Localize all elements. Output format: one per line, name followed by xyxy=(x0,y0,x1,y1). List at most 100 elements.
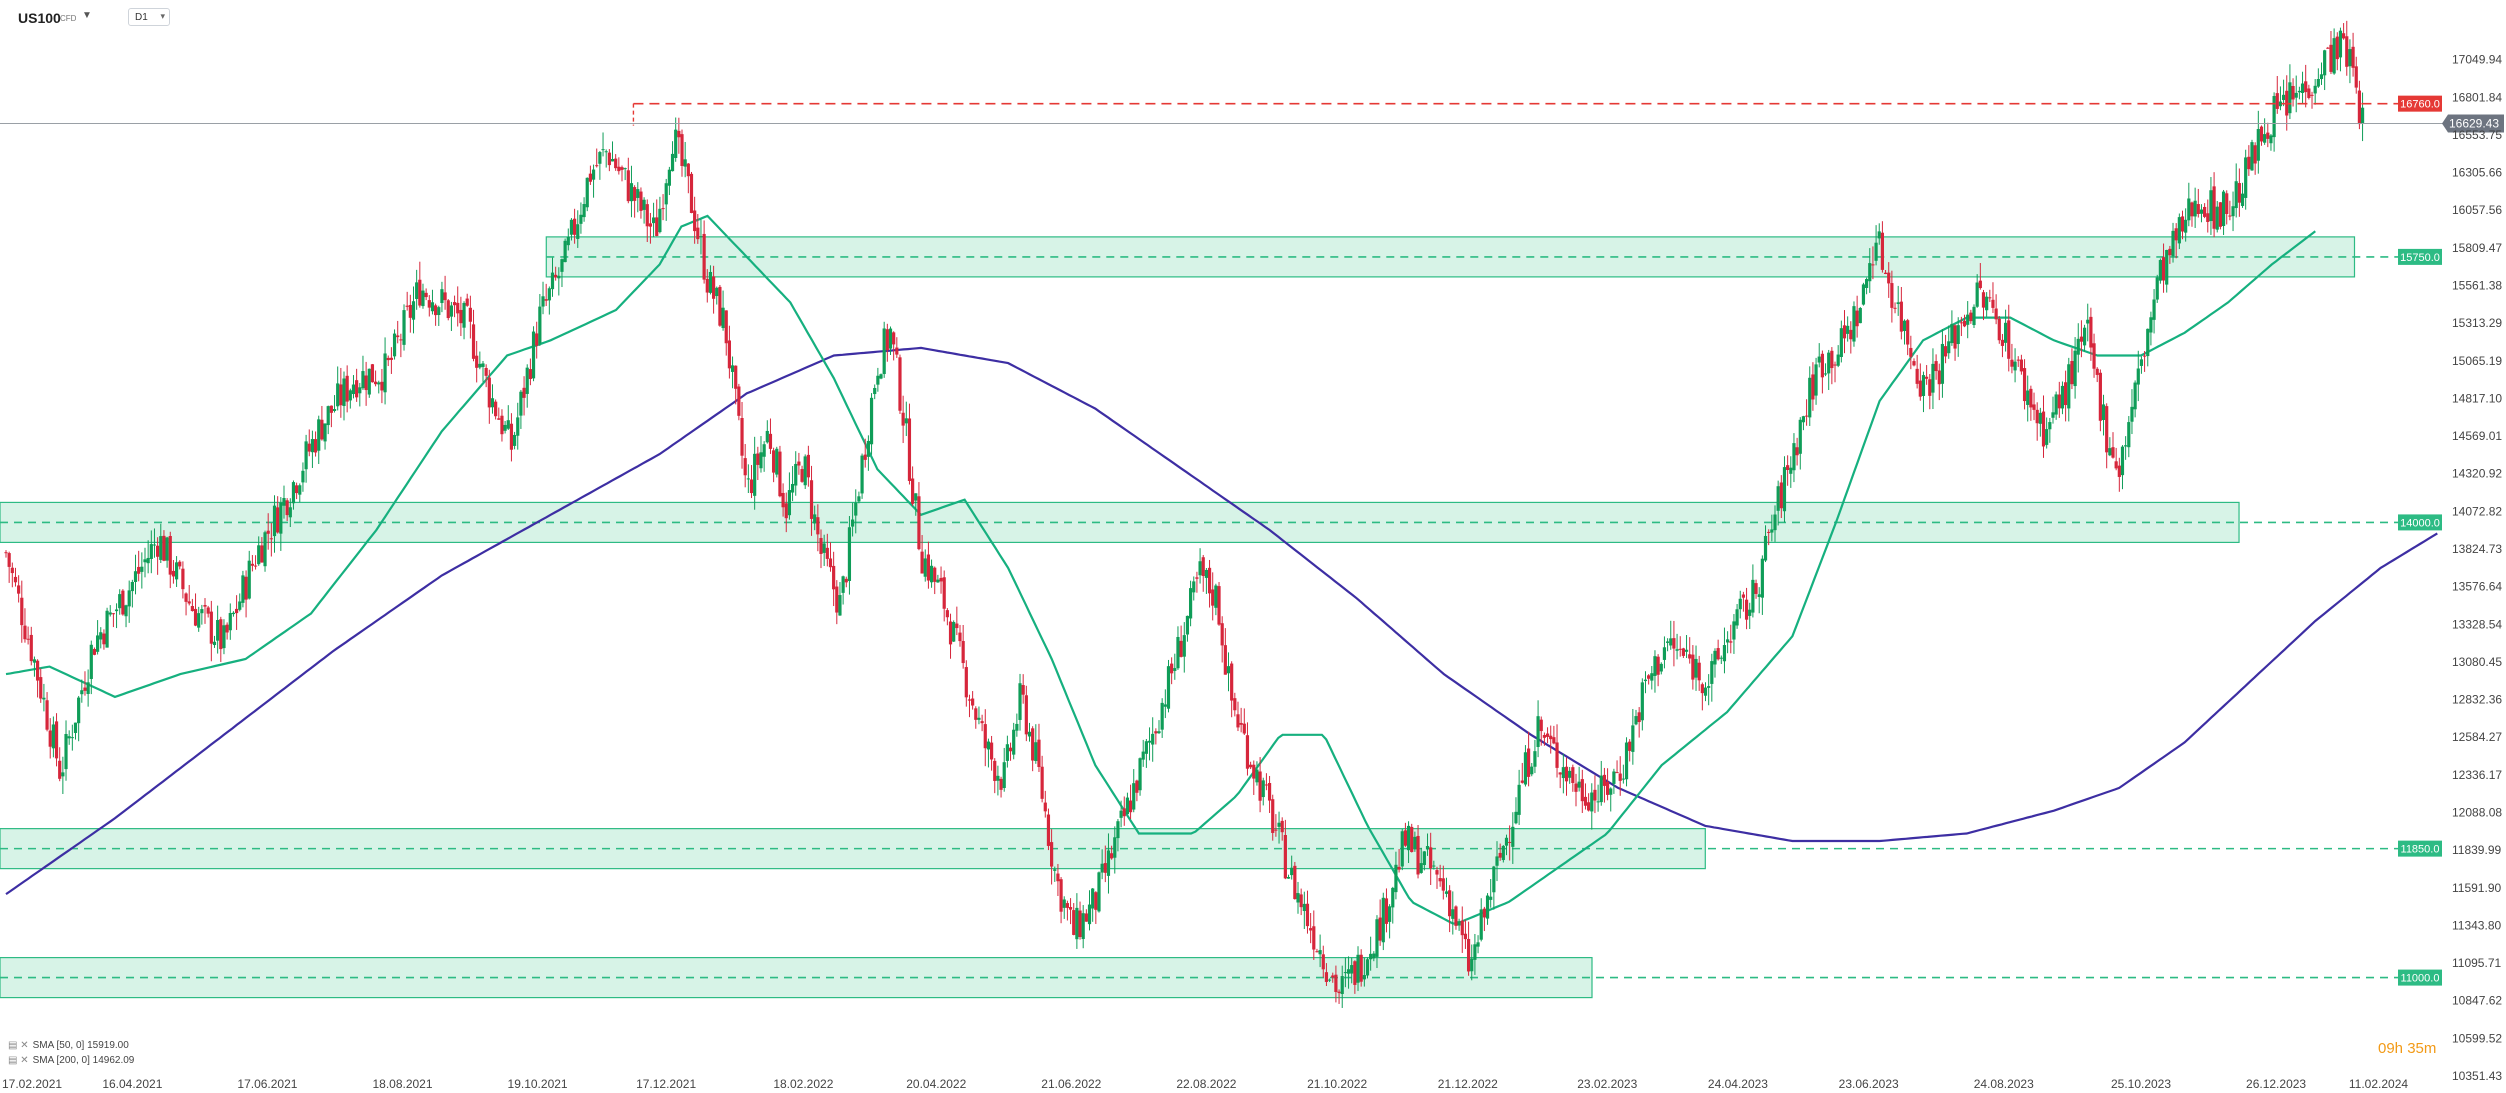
candle-body xyxy=(2357,90,2362,125)
candle-body xyxy=(29,634,33,662)
y-tick-label: 13080.45 xyxy=(2452,655,2502,669)
candle-body xyxy=(2345,36,2349,67)
candle-body xyxy=(519,391,523,416)
candle-body xyxy=(200,609,204,614)
symbol-dropdown-icon[interactable]: ▼ xyxy=(82,10,92,21)
candle-body xyxy=(1062,899,1066,908)
candle-body xyxy=(550,272,555,290)
candle-body xyxy=(2206,213,2210,222)
candle-body xyxy=(2146,328,2150,357)
y-tick-label: 10351.43 xyxy=(2452,1069,2502,1083)
candle-body xyxy=(2101,404,2106,421)
x-tick-label: 19.10.2021 xyxy=(508,1077,568,1091)
candle-body xyxy=(1697,662,1701,681)
candle-body xyxy=(1533,751,1537,767)
candle-body xyxy=(869,397,874,445)
candle-body xyxy=(26,638,30,640)
candle-body xyxy=(2263,134,2267,143)
candle-body xyxy=(2124,445,2128,447)
candle-body xyxy=(449,305,454,317)
candle-body xyxy=(1906,320,1910,345)
resistance-label-bg xyxy=(2398,95,2442,112)
candle-body xyxy=(1943,346,1948,357)
candle-body xyxy=(2013,361,2017,371)
candle-body xyxy=(61,772,65,777)
candle-body xyxy=(1842,325,1847,339)
candle-body xyxy=(1719,657,1723,659)
y-tick-label: 14569.01 xyxy=(2452,429,2502,443)
candle-body xyxy=(1056,873,1060,882)
candle-body xyxy=(1188,588,1193,619)
candle-body xyxy=(696,227,700,240)
candle-body xyxy=(1255,769,1259,783)
candle-body xyxy=(92,648,97,655)
candle-body xyxy=(465,298,469,306)
candle-body xyxy=(832,565,836,590)
candle-body xyxy=(639,191,643,211)
candle-body xyxy=(1337,991,1341,994)
candle-body xyxy=(2130,406,2134,422)
candle-body xyxy=(1662,647,1667,660)
timeframe-select[interactable]: D1 ▾ xyxy=(128,8,170,26)
candle-body xyxy=(809,480,814,519)
candle-body xyxy=(573,218,577,235)
candle-body xyxy=(2278,101,2283,107)
legend-sma200[interactable]: ▤ ✕ SMA [200, 0] 14962.09 xyxy=(8,1055,134,1066)
candle-body xyxy=(1182,635,1186,657)
candle-body xyxy=(361,371,365,389)
candle-body xyxy=(64,734,68,770)
candle-body xyxy=(1975,282,1979,307)
candle-body xyxy=(778,451,782,497)
candle-body xyxy=(313,439,318,453)
candle-body xyxy=(1160,702,1164,730)
candle-body xyxy=(1271,799,1275,833)
candle-body xyxy=(1476,942,1480,947)
candle-body xyxy=(623,168,627,170)
candle-body xyxy=(2111,447,2115,458)
candle-body xyxy=(1931,363,1935,393)
candle-body xyxy=(272,505,277,537)
candle-body xyxy=(323,423,327,442)
candle-body xyxy=(497,418,501,420)
legend-sma50[interactable]: ▤ ✕ SMA [50, 0] 15919.00 xyxy=(8,1040,129,1051)
x-tick-label: 17.12.2021 xyxy=(636,1077,696,1091)
candle-body xyxy=(1002,762,1006,789)
candle-body xyxy=(1220,623,1224,646)
candle-body xyxy=(873,387,877,395)
candle-body xyxy=(1523,752,1528,785)
candle-body xyxy=(54,721,59,759)
candle-body xyxy=(1204,569,1208,578)
candle-body xyxy=(392,333,397,357)
sma-settings-icon[interactable]: ▤ ✕ xyxy=(8,1040,29,1051)
candle-body xyxy=(1517,784,1521,815)
candle-body xyxy=(1106,850,1111,876)
candle-body xyxy=(1362,975,1366,980)
candle-body xyxy=(538,306,542,344)
candle-body xyxy=(1280,820,1284,833)
candle-body xyxy=(1827,352,1831,374)
candle-body xyxy=(149,544,153,559)
candle-body xyxy=(892,332,896,345)
candle-body xyxy=(2228,215,2232,217)
candle-body xyxy=(2297,90,2301,93)
candle-body xyxy=(516,417,520,436)
candle-body xyxy=(320,419,324,440)
candle-body xyxy=(1587,802,1591,811)
candle-body xyxy=(1384,898,1389,924)
candle-body xyxy=(108,612,112,615)
candle-body xyxy=(2272,96,2276,138)
sma-settings-icon[interactable]: ▤ ✕ xyxy=(8,1055,29,1066)
candle-body xyxy=(566,237,570,246)
candle-body xyxy=(2048,422,2052,430)
chart-header: US100 CFD ▼ D1 ▾ xyxy=(0,0,400,36)
candle-body xyxy=(1482,908,1486,918)
candle-body xyxy=(860,455,864,494)
y-tick-label: 15809.47 xyxy=(2452,241,2502,255)
candle-body xyxy=(977,717,981,720)
candle-body xyxy=(2136,368,2140,385)
candle-body xyxy=(1624,742,1629,780)
candle-body xyxy=(2212,186,2216,229)
candle-body xyxy=(121,590,125,615)
candle-body xyxy=(434,305,438,316)
